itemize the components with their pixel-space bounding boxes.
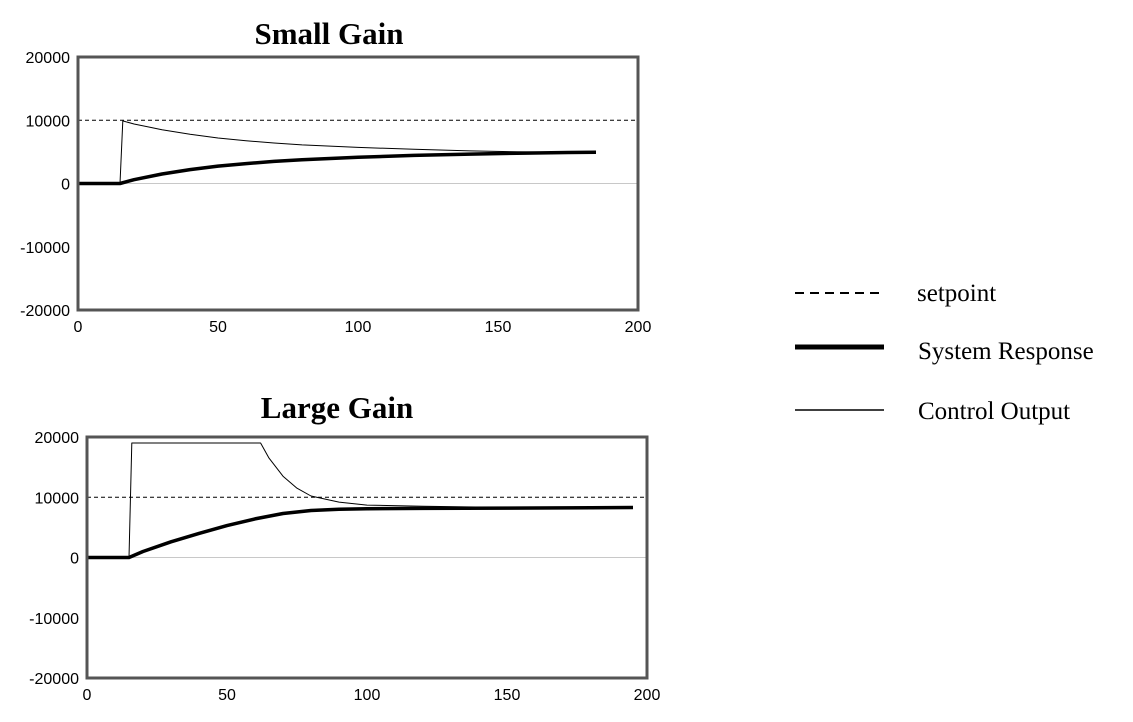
y-tick-label: -20000 [29,671,79,688]
x-tick-label: 50 [218,687,236,704]
plot-frame [85,435,649,680]
y-tick-label: 20000 [26,50,71,67]
series-line-control-output [78,120,569,184]
x-tick-label: 150 [485,319,512,336]
x-tick-label: 0 [74,319,83,336]
y-tick-label: 0 [70,551,79,568]
plot-frame [76,55,640,312]
chart-title: Large Gain [261,390,413,425]
legend: setpoint System Response Control Output [795,280,1094,425]
legend-item-setpoint: setpoint [795,280,996,307]
legend-item-control-output: Control Output [795,398,1070,425]
series-line-control-output [87,442,494,558]
x-tick-label: 100 [354,687,381,704]
y-tick-label: 10000 [35,490,80,507]
x-tick-label: 0 [83,687,92,704]
x-tick-label: 150 [494,687,521,704]
y-tick-label: -10000 [29,611,79,628]
series-line-system-response [78,150,597,186]
y-tick-label: 10000 [26,113,71,130]
x-tick-label: 100 [345,319,372,336]
legend-item-system-response: System Response [795,338,1094,365]
x-tick-label: 200 [625,319,652,336]
legend-label-system-response: System Response [918,338,1094,365]
legend-label-setpoint: setpoint [917,280,996,307]
x-tick-label: 50 [209,319,227,336]
chart-title: Small Gain [254,16,403,51]
y-tick-label: 20000 [35,430,80,447]
y-tick-label: -10000 [20,240,70,257]
series-line-system-response [87,505,634,560]
legend-label-control-output: Control Output [918,398,1070,425]
y-tick-label: -20000 [20,303,70,320]
y-tick-label: 0 [61,177,70,194]
x-tick-label: 200 [634,687,661,704]
